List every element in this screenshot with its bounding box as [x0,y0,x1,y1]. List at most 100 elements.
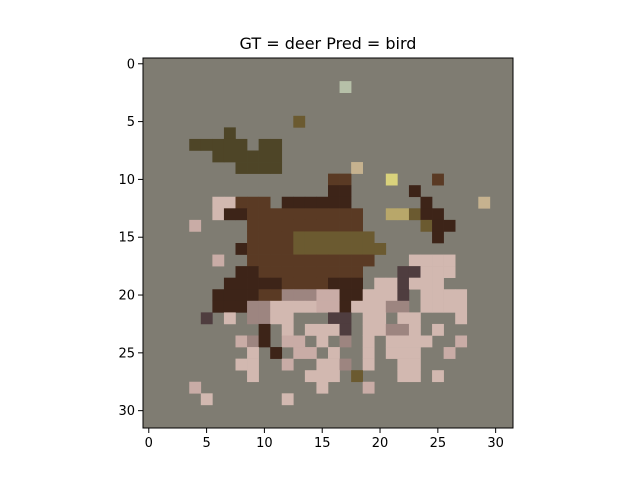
pixel-cell [281,208,294,221]
pixel-cell [212,138,225,151]
pixel-cell [432,219,444,232]
pixel-cell [420,289,433,302]
x-axis: 0 5 10 15 20 25 30 [145,428,504,451]
pixel-cell [385,323,398,336]
pixel-cell [304,289,317,302]
pixel-cell [478,196,491,209]
pixel-cell [385,277,398,290]
pixel-cell [270,243,283,255]
pixel-cell [408,323,421,336]
pixel-cell [258,277,271,290]
pixel-cell [223,277,236,290]
pixel-cell [408,266,421,278]
pixel-cell [455,312,468,325]
pixel-cell [408,370,421,383]
pixel-cell [339,254,352,267]
pixel-cell [247,243,259,255]
pixel-cell [432,173,444,186]
pixel-cell [293,254,306,267]
pixel-cell [258,243,271,255]
pixel-cell [385,335,398,348]
pixel-cell [397,289,410,302]
pixel-cell [328,243,340,255]
pixel-cell [351,300,363,313]
pixel-cell [408,312,421,325]
pixel-cell [339,196,352,209]
pixel-cell [339,277,352,290]
pixel-cell [351,289,363,302]
pixel-cell [293,115,306,128]
pixel-cell [316,300,329,313]
pixel-cell [316,196,329,209]
pixel-cell [304,323,317,336]
pixel-cell [408,277,421,290]
pixel-cell [304,370,317,383]
pixel-cell [362,243,375,255]
x-tick-label: 20 [372,436,389,451]
pixel-cell [385,347,398,359]
pixel-cell [293,300,306,313]
pixel-cell [316,323,329,336]
image-cells [189,81,491,406]
pixel-cell [408,185,421,198]
chart-title: GT = deer Pred = bird [240,34,417,53]
pixel-cell [328,266,340,278]
pixel-cell [281,196,294,209]
pixel-cell [212,208,225,221]
axes-frame [142,57,514,429]
pixel-cell [351,243,363,255]
pixel-cell [293,231,306,244]
pixel-cell [281,231,294,244]
pixel-cell [235,277,248,290]
pixel-cell [339,219,352,232]
pixel-cell [258,150,271,163]
pixel-cell [432,231,444,244]
y-tick-label: 5 [127,115,135,130]
y-tick-label: 25 [118,346,135,361]
pixel-cell [247,335,259,348]
pixel-cell [258,219,271,232]
pixel-cell [397,347,410,359]
pixel-cell [258,266,271,278]
pixel-cell [443,266,456,278]
pixel-cell [281,219,294,232]
pixel-cell [247,254,259,267]
pixel-cell [374,289,387,302]
pixel-cell [247,162,259,174]
pixel-cell [247,219,259,232]
pixel-cell [223,196,236,209]
pixel-cell [328,231,340,244]
pixel-cell [328,208,340,221]
pixel-cell [397,370,410,383]
pixel-cell [235,150,248,163]
pixel-cell [397,208,410,221]
pixel-cell [420,335,433,348]
pixel-cell [397,335,410,348]
pixel-cell [432,370,444,383]
plot-area [142,57,514,429]
pixel-cell [316,277,329,290]
pixel-cell [235,196,248,209]
pixel-cell [339,243,352,255]
pixel-cell [339,266,352,278]
pixel-cell [328,173,340,186]
pixel-cell [339,335,352,348]
pixel-cell [258,208,271,221]
pixel-cell [408,254,421,267]
pixel-cell [316,289,329,302]
pixel-cell [351,254,363,267]
pixel-cell [223,208,236,221]
pixel-cell [339,231,352,244]
pixel-cell [420,300,433,313]
pixel-cell [223,289,236,302]
pixel-cell [270,219,283,232]
pixel-cell [455,289,468,302]
pixel-cell [200,393,213,406]
pixel-cell [304,254,317,267]
y-tick-label: 10 [118,173,135,188]
pixel-cell [362,312,375,325]
pixel-cell [189,219,202,232]
pixel-cell [212,289,225,302]
pixel-cell [385,289,398,302]
pixel-cell [304,208,317,221]
